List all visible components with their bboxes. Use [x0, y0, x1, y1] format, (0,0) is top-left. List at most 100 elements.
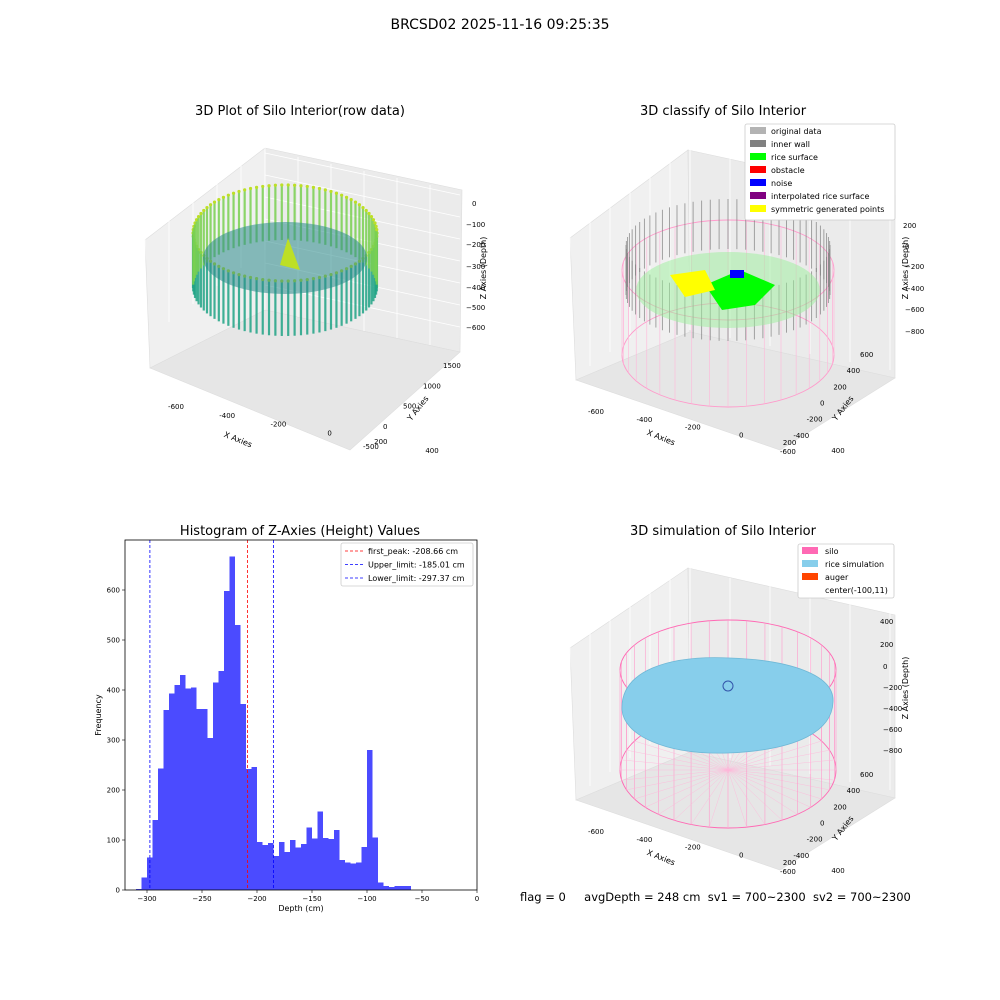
z-tick-label: 200: [880, 641, 893, 649]
z-tick-label: −600: [883, 726, 902, 734]
raw-point: [267, 184, 271, 188]
histogram-bar: [350, 863, 356, 890]
y-tick-label: 400: [847, 367, 860, 375]
raw-point: [226, 193, 230, 197]
histogram-bar: [169, 693, 175, 890]
z-tick-label: −400: [883, 705, 902, 713]
x-tick-label: -400: [636, 416, 652, 424]
z-tick-label: −500: [466, 304, 485, 312]
raw-point: [353, 200, 358, 204]
histogram-bar: [301, 844, 307, 890]
legend-swatch: [802, 560, 818, 567]
raw-point: [323, 188, 327, 192]
silo-bottom-spoke: [673, 769, 729, 821]
z-tick-label: −400: [905, 285, 924, 293]
x-tick-label: 0: [475, 895, 479, 903]
x-tick-label: −150: [302, 895, 321, 903]
raw-point: [248, 186, 253, 191]
raw-peak: [280, 238, 300, 270]
raw-panel-title: 3D Plot of Silo Interior(row data): [195, 104, 405, 119]
raw-point: [357, 203, 362, 207]
histogram-bar: [284, 852, 290, 890]
silo-bottom-spoke: [727, 769, 798, 815]
histogram-bar: [213, 682, 219, 890]
legend-label: inner wall: [771, 140, 810, 149]
silo-bottom-spoke: [634, 740, 729, 771]
histogram-bar: [174, 685, 180, 890]
silo-bottom-spoke: [727, 740, 822, 771]
raw-point: [221, 195, 226, 199]
raw-point: [196, 214, 201, 219]
z-axis-label: Z Axies (Depth): [901, 237, 910, 300]
raw-point: [212, 200, 217, 204]
x-tick-label: -400: [636, 836, 652, 844]
raw-point: [208, 203, 213, 207]
histogram-bar: [279, 842, 285, 890]
raw-point: [280, 183, 284, 187]
y-tick-label: -200: [807, 836, 823, 844]
x-tick-label: -600: [588, 408, 604, 416]
y-tick-label: -200: [807, 416, 823, 424]
legend-label: original data: [771, 127, 822, 136]
x-tick-label: −300: [137, 895, 156, 903]
y-tick-label: 600: [860, 351, 873, 359]
histogram-bar: [158, 768, 164, 890]
histogram-bar: [235, 625, 241, 890]
raw-point: [369, 214, 374, 219]
silo-bottom-spoke: [658, 769, 729, 815]
silo-bottom-spoke: [727, 769, 783, 821]
histogram-bar: [367, 750, 373, 890]
raw-point: [375, 228, 379, 232]
histogram-bar: [356, 862, 362, 890]
grid-line: [264, 174, 461, 218]
histogram-bar: [191, 687, 197, 890]
simulation-scene: silo rice simulation auger center(-100,11): [619, 543, 895, 829]
center-marker: [722, 680, 734, 692]
x-axis-label: Depth (cm): [278, 904, 323, 913]
classify-panel-title: 3D classify of Silo Interior: [639, 104, 807, 119]
legend-swatch: [750, 205, 766, 212]
x-tick-label: -400: [219, 412, 235, 420]
legend-label: noise: [771, 179, 792, 188]
z-axis-label: Z Axies (Depth): [901, 657, 910, 720]
histogram-bar: [262, 845, 268, 890]
silo-bottom-spoke: [727, 769, 822, 800]
plot-frame: [124, 539, 478, 891]
histogram-bar: [163, 710, 169, 890]
z-tick-label: 0: [472, 200, 476, 208]
x-axis-label: X Axies: [646, 848, 677, 867]
histogram-bar: [328, 839, 334, 890]
silo-bottom-spoke: [621, 769, 729, 781]
y-tick-label: 100: [107, 837, 120, 845]
status-footer: flag = 0 avgDepth = 248 cm sv1 = 700~230…: [520, 890, 911, 904]
x-tick-label: -600: [588, 828, 604, 836]
silo-bottom-spoke: [727, 769, 830, 791]
z-tick-label: −100: [466, 221, 485, 229]
legend-swatch: [802, 547, 818, 554]
histogram-plot: −300 −250 −200 −150 −100 −50 0 0 100 200 300 400 500…: [94, 539, 479, 913]
raw-point: [334, 191, 339, 195]
histogram-bar: [317, 811, 323, 890]
figure-title: BRCSD02 2025-11-16 09:25:35: [390, 17, 610, 33]
grid-line: [264, 152, 461, 196]
raw-point: [199, 211, 203, 216]
classify-legend: original data inner wall rice surface obsta…: [744, 123, 896, 221]
legend-swatch: [802, 573, 818, 580]
histogram-bar: [180, 675, 186, 890]
x-tick-label: -200: [270, 421, 286, 429]
raw-point: [286, 183, 290, 187]
silo-bottom-spoke: [621, 759, 729, 771]
raw-point: [371, 218, 376, 222]
raw-point: [317, 186, 322, 191]
legend-label: Upper_limit: -185.01 cm: [368, 561, 465, 570]
raw-point: [293, 183, 297, 187]
histogram-bar: [268, 843, 274, 890]
z-tick-label: −200: [905, 263, 924, 271]
raw-point: [374, 224, 378, 228]
x-tick-label: 0: [327, 429, 331, 437]
histogram-bar: [378, 882, 384, 890]
raw-point: [311, 185, 316, 189]
raw-point-cloud: [191, 183, 379, 336]
silo-bottom-spoke: [634, 769, 729, 800]
histogram-bar: [207, 738, 213, 890]
